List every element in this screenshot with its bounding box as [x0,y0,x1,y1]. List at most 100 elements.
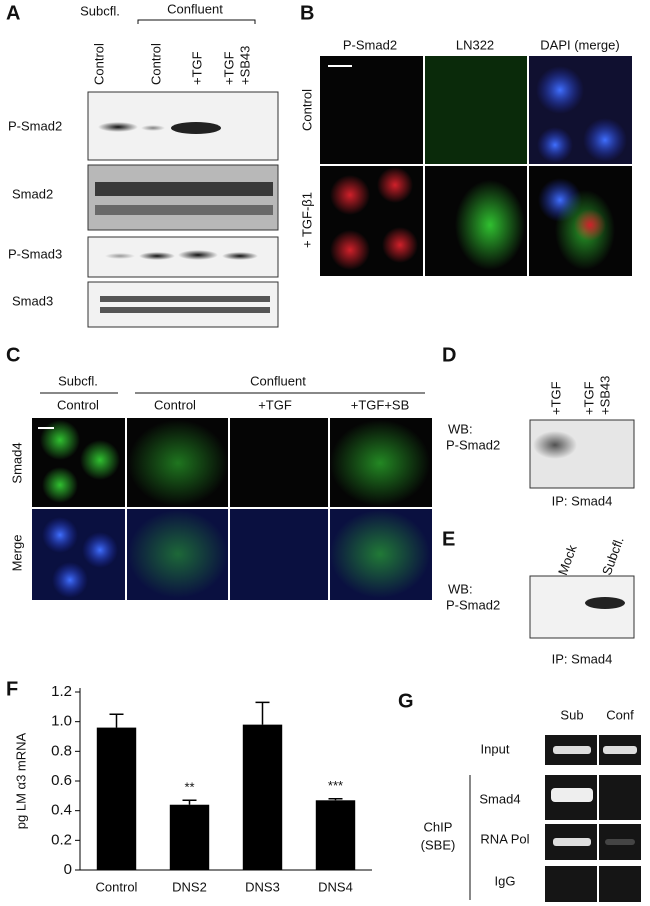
ip-label: IP: Smad4 [552,651,613,666]
column-label: Control [148,43,163,85]
column-label: +TGF [221,51,236,85]
cells [128,510,228,598]
nucleus [42,517,78,553]
blot [87,281,279,328]
column-label: +TGF [189,51,204,85]
blot [87,164,279,231]
band [95,205,273,215]
column-label: LN322 [456,37,494,52]
band [100,296,270,302]
column-label: +SB43 [597,376,612,415]
band [585,597,625,609]
y-tick-label: 0 [64,861,72,878]
band [98,122,138,132]
column-label: DAPI (merge) [540,37,619,52]
panel-label: A [6,2,20,24]
error-bar [328,798,343,801]
row-label: Smad2 [12,186,53,201]
column-label: P-Smad2 [343,37,397,52]
y-axis-label: pg LM α3 mRNA [13,732,28,829]
cells [330,510,430,598]
row-label: + TGF-β1 [299,192,314,248]
band [95,182,273,196]
nucleus [536,66,584,114]
panel-label: D [442,344,456,366]
blot-label: WB: [448,581,473,596]
panel-g: G Sub Conf Input Smad4 RNA Pol IgG ChIP … [398,690,641,902]
panel-e: E Mock Subcfl. WB: P-Smad2 IP: Smad4 [442,528,635,666]
row-label: Input [481,741,510,756]
y-tick-label: 0.4 [51,802,72,819]
panel-label: F [6,678,18,700]
nucleus [82,532,118,568]
nucleus [80,440,120,480]
column-label: +TGF+SB [351,397,410,412]
group-label: (SBE) [421,837,456,852]
nucleus [42,467,78,503]
row-label: Smad4 [9,442,24,483]
row-label: Control [299,89,314,131]
band [100,307,270,313]
band [178,250,218,260]
micrograph [425,56,528,164]
panel-c: C Subcfl. Control Confluent Control +TGF… [6,344,432,600]
group-label: Confluent [167,1,223,16]
blot-label: P-Smad2 [446,437,500,452]
panel-d: D +TGF +TGF +SB43 WB: P-Smad2 IP: Smad4 [442,344,635,508]
y-tick-label: 0.2 [51,831,72,848]
row-label: P-Smad2 [8,118,62,133]
column-label: +TGF [258,397,292,412]
bar [315,800,356,870]
blot-label: WB: [448,421,473,436]
bracket [137,19,256,24]
row-label: Smad4 [479,791,520,806]
nucleus [583,118,627,162]
group-label: Confluent [250,373,306,388]
column-label: Control [91,43,106,85]
error-bar [182,799,197,805]
bar [242,724,283,870]
ip-label: IP: Smad4 [552,493,613,508]
row-label: Smad3 [12,293,53,308]
blot-label: P-Smad2 [446,597,500,612]
gel [545,866,641,902]
cells [128,420,228,506]
panel-label: G [398,690,414,712]
band [553,746,591,754]
column-label: Control [154,397,196,412]
column-label: Mock [555,542,580,577]
band [605,839,635,845]
nucleus [40,420,80,460]
band [553,838,591,846]
column-label: +TGF [581,381,596,415]
nucleus [382,227,418,263]
row-label: Merge [9,535,24,572]
band [533,431,577,459]
x-tick-label: DNS4 [318,879,353,894]
row-label: IgG [495,873,516,888]
group-label: Subcfl. [58,373,98,388]
panel-label: C [6,344,20,366]
panel-a: A Subcfl. Confluent Control Control +TGF… [6,1,279,328]
y-tick-label: 1.0 [51,713,72,730]
nucleus [330,175,370,215]
x-tick-label: Control [96,879,138,894]
group-label: ChIP [424,819,453,834]
bar [96,727,137,870]
band [222,252,258,260]
column-label: Sub [560,707,583,722]
band [603,746,637,754]
nucleus [330,230,370,270]
y-tick-label: 0.8 [51,742,72,759]
error-bar [255,701,270,725]
panel-label: B [300,2,314,24]
error-bar [109,713,124,728]
column-label: +TGF [548,381,563,415]
column-label: Subcfl. [599,535,627,577]
x-tick-label: DNS3 [245,879,280,894]
row-label: RNA Pol [480,831,529,846]
cells [330,420,430,506]
significance: ** [184,780,194,795]
panel-b: B P-Smad2 LN322 DAPI (merge) Control + T… [299,2,632,276]
